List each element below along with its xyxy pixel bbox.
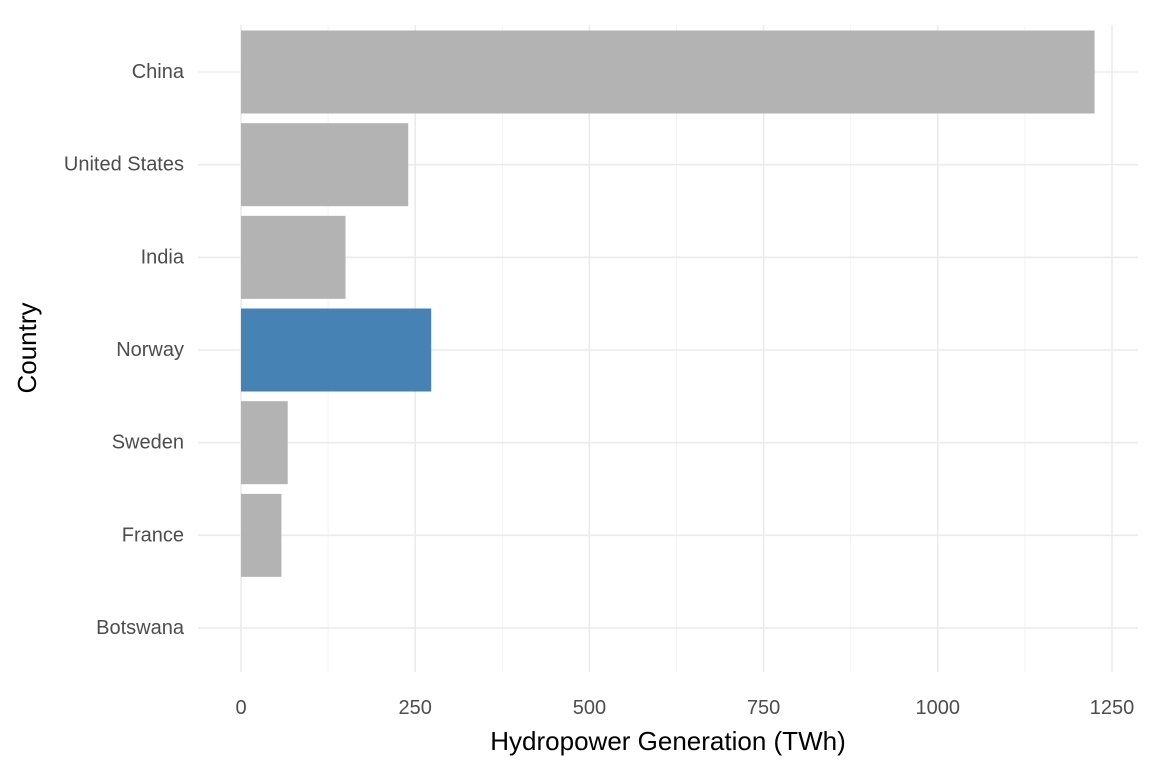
y-axis-title: Country <box>12 302 42 393</box>
y-tick-label-france: France <box>122 524 184 546</box>
bar-india <box>241 215 346 299</box>
x-tick-label: 1250 <box>1090 697 1135 719</box>
y-tick-label-norway: Norway <box>116 339 184 361</box>
x-axis-tick-labels: 0 250 500 750 1000 1250 <box>235 697 1134 719</box>
x-tick-label: 500 <box>573 697 606 719</box>
x-tick-label: 1000 <box>916 697 961 719</box>
y-tick-label-india: India <box>141 246 185 268</box>
x-tick-label: 250 <box>399 697 432 719</box>
x-tick-label: 0 <box>235 697 246 719</box>
bars <box>241 30 1095 577</box>
bar-france <box>241 493 282 577</box>
bar-sweden <box>241 401 288 485</box>
y-tick-label-botswana: Botswana <box>96 617 185 639</box>
minor-gridlines <box>327 25 1026 672</box>
y-tick-label-sweden: Sweden <box>112 432 184 454</box>
y-axis-tick-labels: China United States India Norway Sweden Franc… <box>64 61 185 639</box>
x-axis-title: Hydropower Generation (TWh) <box>490 726 845 756</box>
bar-norway <box>241 308 432 392</box>
bar-china <box>241 30 1095 114</box>
x-tick-label: 750 <box>747 697 780 719</box>
bar-united-states <box>241 123 409 207</box>
y-tick-label-china: China <box>132 61 185 83</box>
y-tick-label-united-states: United States <box>64 154 184 176</box>
